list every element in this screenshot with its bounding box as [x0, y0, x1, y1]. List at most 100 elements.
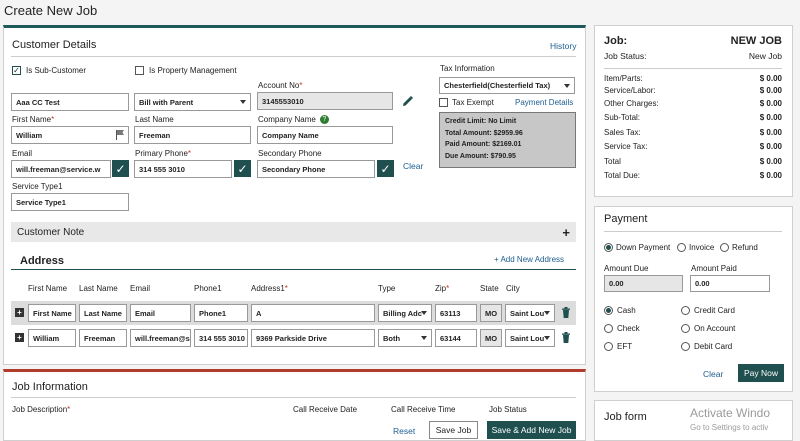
account-no-input[interactable]: 3145553010 — [257, 92, 393, 110]
payment-details-link[interactable]: Payment Details — [515, 98, 574, 107]
check-radio[interactable]: Check — [604, 324, 640, 333]
amount-due-input[interactable]: 0.00 — [604, 275, 683, 292]
down-payment-radio[interactable]: Down Payment — [604, 243, 670, 252]
filter-address[interactable]: A — [251, 304, 375, 322]
flag-icon[interactable] — [115, 129, 125, 140]
row-zip[interactable]: 63144 — [435, 329, 477, 347]
summary-row: Service/Labor: $ 0.00 — [604, 86, 782, 96]
row-state[interactable]: MO — [480, 329, 502, 347]
checkbox-icon[interactable] — [135, 66, 144, 75]
chevron-down-icon — [240, 100, 246, 104]
reset-link[interactable]: Reset — [393, 426, 416, 436]
trash-icon[interactable] — [561, 332, 571, 343]
customer-note-toggle[interactable]: Customer Note + — [11, 222, 576, 242]
service-type-input[interactable]: Service Type1 — [11, 193, 129, 211]
col-state: State — [480, 284, 499, 293]
radio-icon[interactable] — [681, 342, 690, 351]
radio-icon[interactable] — [720, 243, 729, 252]
filter-first-name[interactable]: First Name — [28, 304, 76, 322]
radio-selected-icon[interactable] — [604, 306, 613, 315]
filter-zip[interactable]: 63113 — [435, 304, 477, 322]
expand-plus-icon[interactable]: + — [15, 333, 24, 342]
filter-city-select[interactable]: Saint Lou — [505, 304, 555, 322]
row-city-select[interactable]: Saint Lou — [505, 329, 555, 347]
customer-name-input[interactable]: Aaa CC Test — [11, 93, 129, 111]
row-type-select[interactable]: Both — [378, 329, 432, 347]
job-value: NEW JOB — [730, 35, 782, 47]
invoice-radio[interactable]: Invoice — [677, 243, 714, 252]
email-checkbox-checked-icon[interactable]: ✓ — [112, 160, 129, 177]
history-link[interactable]: History — [550, 41, 577, 51]
eft-radio[interactable]: EFT — [604, 342, 632, 351]
filter-phone[interactable]: Phone1 — [194, 304, 248, 322]
divider — [604, 68, 782, 69]
summary-row: Sub-Total: $ 0.00 — [604, 113, 782, 123]
save-add-new-job-button[interactable]: Save & Add New Job — [487, 421, 576, 439]
row-address[interactable]: 9369 Parkside Drive — [251, 329, 375, 347]
payment-title: Payment — [604, 213, 648, 225]
edit-pencil-icon[interactable] — [401, 95, 414, 108]
filter-state[interactable]: MO — [480, 304, 502, 322]
cash-radio[interactable]: Cash — [604, 306, 636, 315]
chevron-down-icon — [544, 336, 550, 340]
radio-icon[interactable] — [604, 342, 613, 351]
summary-row: Total Due: $ 0.00 — [604, 171, 782, 181]
help-icon[interactable]: ? — [319, 115, 329, 124]
tax-info-label: Tax Information — [440, 64, 495, 73]
primary-phone-checkbox-checked-icon[interactable]: ✓ — [234, 160, 251, 177]
last-name-label: Last Name — [135, 115, 174, 124]
row-last-name[interactable]: Freeman — [79, 329, 127, 347]
on-account-radio[interactable]: On Account — [681, 324, 735, 333]
is-property-management[interactable]: Is Property Management — [135, 66, 237, 75]
amount-paid-input[interactable]: 0.00 — [690, 275, 770, 292]
address-title: Address — [20, 255, 65, 267]
plus-icon[interactable]: + — [562, 224, 570, 240]
tax-exempt[interactable]: Tax Exempt — [439, 98, 494, 107]
payment-clear-link[interactable]: Clear — [703, 369, 724, 379]
filter-type-select[interactable]: Billing Adc — [378, 304, 432, 322]
is-sub-customer[interactable]: ✓ Is Sub-Customer — [12, 65, 87, 75]
row-email[interactable]: will.freeman@s — [130, 329, 191, 347]
pay-now-button[interactable]: Pay Now — [738, 364, 784, 382]
first-name-input[interactable]: William — [11, 126, 129, 144]
job-form-title: Job form — [604, 411, 647, 423]
job-description-label: Job Description* — [12, 405, 71, 414]
checkbox-checked-icon[interactable]: ✓ — [12, 65, 21, 75]
radio-icon[interactable] — [681, 324, 690, 333]
amount-paid-label: Amount Paid — [691, 264, 737, 273]
amount-due-label: Amount Due — [604, 264, 649, 273]
radio-selected-icon[interactable] — [604, 243, 613, 252]
summary-row: Sales Tax: $ 0.00 — [604, 127, 782, 137]
filter-email[interactable]: Email — [130, 304, 191, 322]
refund-radio[interactable]: Refund — [720, 243, 758, 252]
trash-icon[interactable] — [561, 307, 571, 318]
radio-icon[interactable] — [604, 324, 613, 333]
expand-plus-icon[interactable]: + — [15, 308, 24, 317]
paid-amount: Paid Amount: $2169.01 — [445, 141, 522, 148]
checkbox-icon[interactable] — [439, 98, 448, 107]
col-first-name: First Name — [28, 284, 68, 293]
credit-limit: Credit Limit: No Limit — [445, 118, 517, 125]
debit-card-radio[interactable]: Debit Card — [681, 342, 732, 351]
secondary-phone-checkbox-checked-icon[interactable]: ✓ — [377, 160, 394, 177]
bill-with-select[interactable]: Bill with Parent — [134, 93, 251, 111]
divider — [604, 231, 782, 232]
company-name-input[interactable]: Company Name — [257, 126, 393, 144]
row-first-name[interactable]: William — [28, 329, 76, 347]
chevron-down-icon — [544, 311, 550, 315]
secondary-phone-input[interactable]: Secondary Phone — [257, 160, 375, 178]
radio-icon[interactable] — [681, 306, 690, 315]
row-phone[interactable]: 314 555 3010 — [194, 329, 248, 347]
job-status-label: Job Status — [489, 405, 527, 414]
credit-card-radio[interactable]: Credit Card — [681, 306, 735, 315]
last-name-input[interactable]: Freeman — [134, 126, 251, 144]
email-input[interactable]: will.freeman@service.w — [11, 160, 111, 178]
filter-last-name[interactable]: Last Name — [79, 304, 127, 322]
clear-link[interactable]: Clear — [403, 161, 424, 171]
call-receive-date-label: Call Receive Date — [293, 405, 358, 414]
add-new-address-link[interactable]: + Add New Address — [494, 255, 565, 264]
radio-icon[interactable] — [677, 243, 686, 252]
tax-select[interactable]: Chesterfield(Chesterfield Tax) — [439, 77, 575, 94]
primary-phone-input[interactable]: 314 555 3010 — [134, 160, 232, 178]
save-job-button[interactable]: Save Job — [429, 421, 478, 439]
